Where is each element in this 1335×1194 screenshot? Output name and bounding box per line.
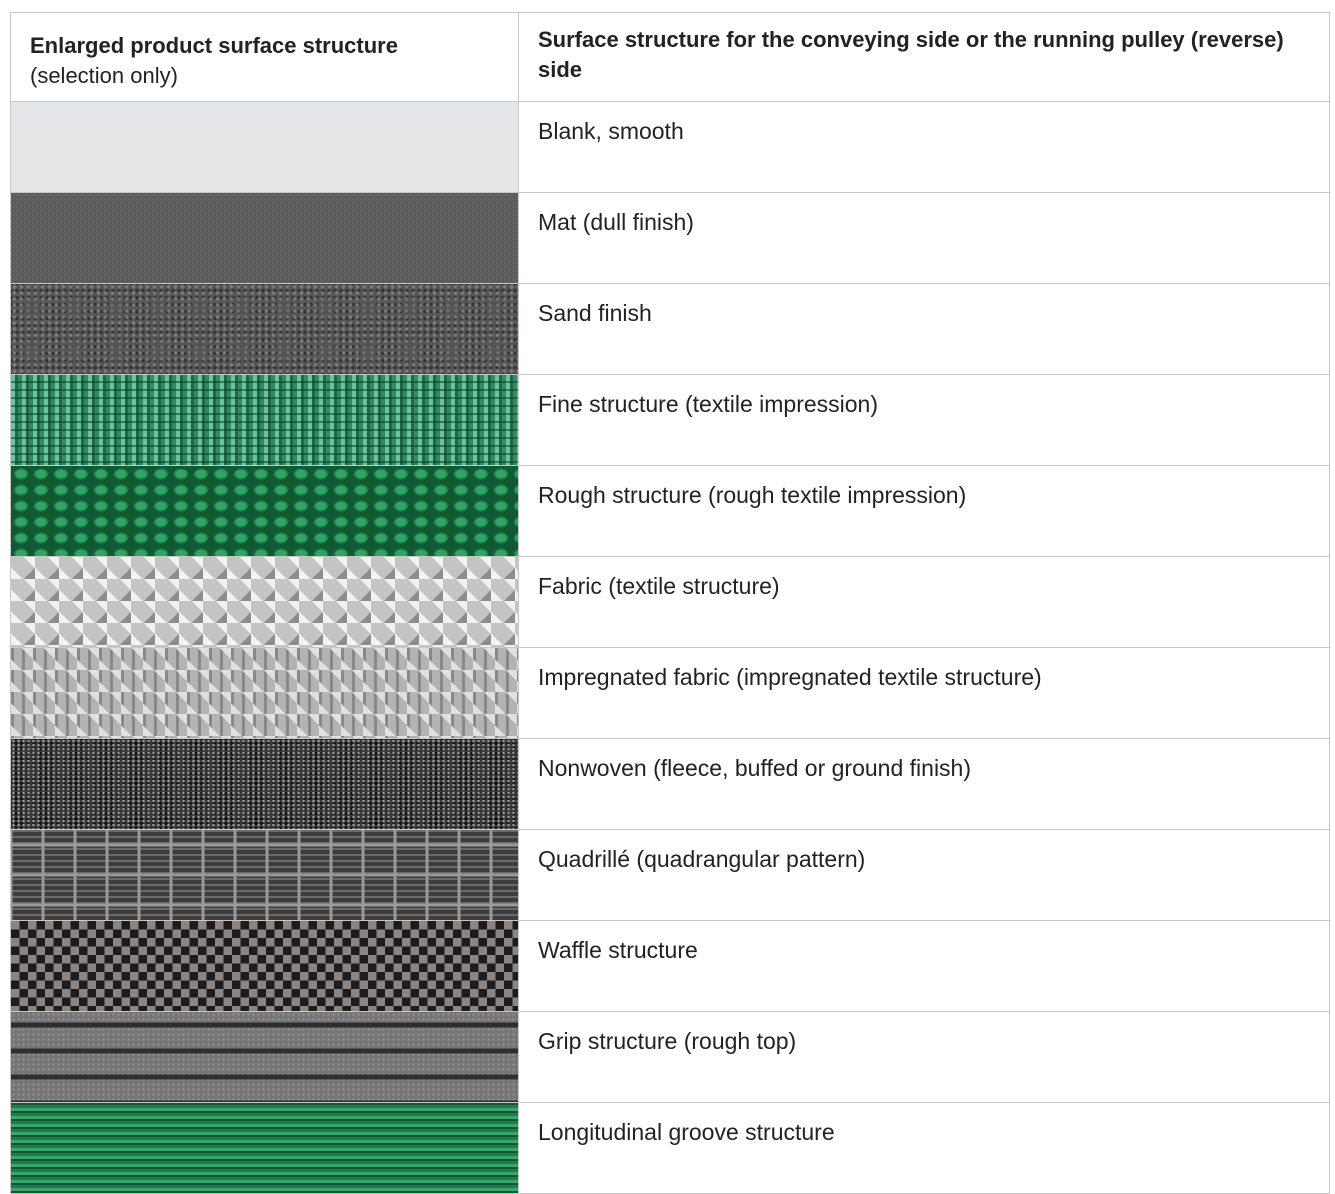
table-row: Blank, smooth [10,102,1330,193]
surface-label: Fabric (textile structure) [519,557,1330,647]
surface-sample [10,102,519,192]
surface-label: Rough structure (rough textile impressio… [519,466,1330,556]
surface-sample [10,739,519,829]
header-left-title: Enlarged product surface structure [30,33,398,58]
table-row: Mat (dull finish) [10,193,1330,284]
header-row: Enlarged product surface structure (sele… [10,13,1330,102]
surface-label: Longitudinal groove structure [519,1103,1330,1193]
table-row: Nonwoven (fleece, buffed or ground finis… [10,739,1330,830]
table-row: Waffle structure [10,921,1330,1012]
surface-sample [10,466,519,556]
surface-sample [10,830,519,920]
header-right: Surface structure for the conveying side… [519,13,1330,101]
surface-label: Impregnated fabric (impregnated textile … [519,648,1330,738]
table-row: Longitudinal groove structure [10,1103,1330,1194]
surface-label: Sand finish [519,284,1330,374]
table-row: Fine structure (textile impression) [10,375,1330,466]
surface-sample [10,193,519,283]
header-left-note: (selection only) [30,63,178,88]
table-row: Fabric (textile structure) [10,557,1330,648]
table-row: Sand finish [10,284,1330,375]
surface-label: Quadrillé (quadrangular pattern) [519,830,1330,920]
surface-sample [10,1103,519,1193]
surface-label: Grip structure (rough top) [519,1012,1330,1102]
surface-sample [10,557,519,647]
surface-sample [10,1012,519,1102]
surface-sample [10,921,519,1011]
surface-label: Blank, smooth [519,102,1330,192]
table-row: Grip structure (rough top) [10,1012,1330,1103]
table-row: Rough structure (rough textile impressio… [10,466,1330,557]
table-row: Quadrillé (quadrangular pattern) [10,830,1330,921]
surface-table: Enlarged product surface structure (sele… [10,12,1330,1194]
header-left: Enlarged product surface structure (sele… [10,13,519,101]
surface-label: Waffle structure [519,921,1330,1011]
table-row: Impregnated fabric (impregnated textile … [10,648,1330,739]
surface-label: Fine structure (textile impression) [519,375,1330,465]
surface-label: Nonwoven (fleece, buffed or ground finis… [519,739,1330,829]
surface-sample [10,284,519,374]
surface-sample [10,648,519,738]
surface-sample [10,375,519,465]
surface-label: Mat (dull finish) [519,193,1330,283]
